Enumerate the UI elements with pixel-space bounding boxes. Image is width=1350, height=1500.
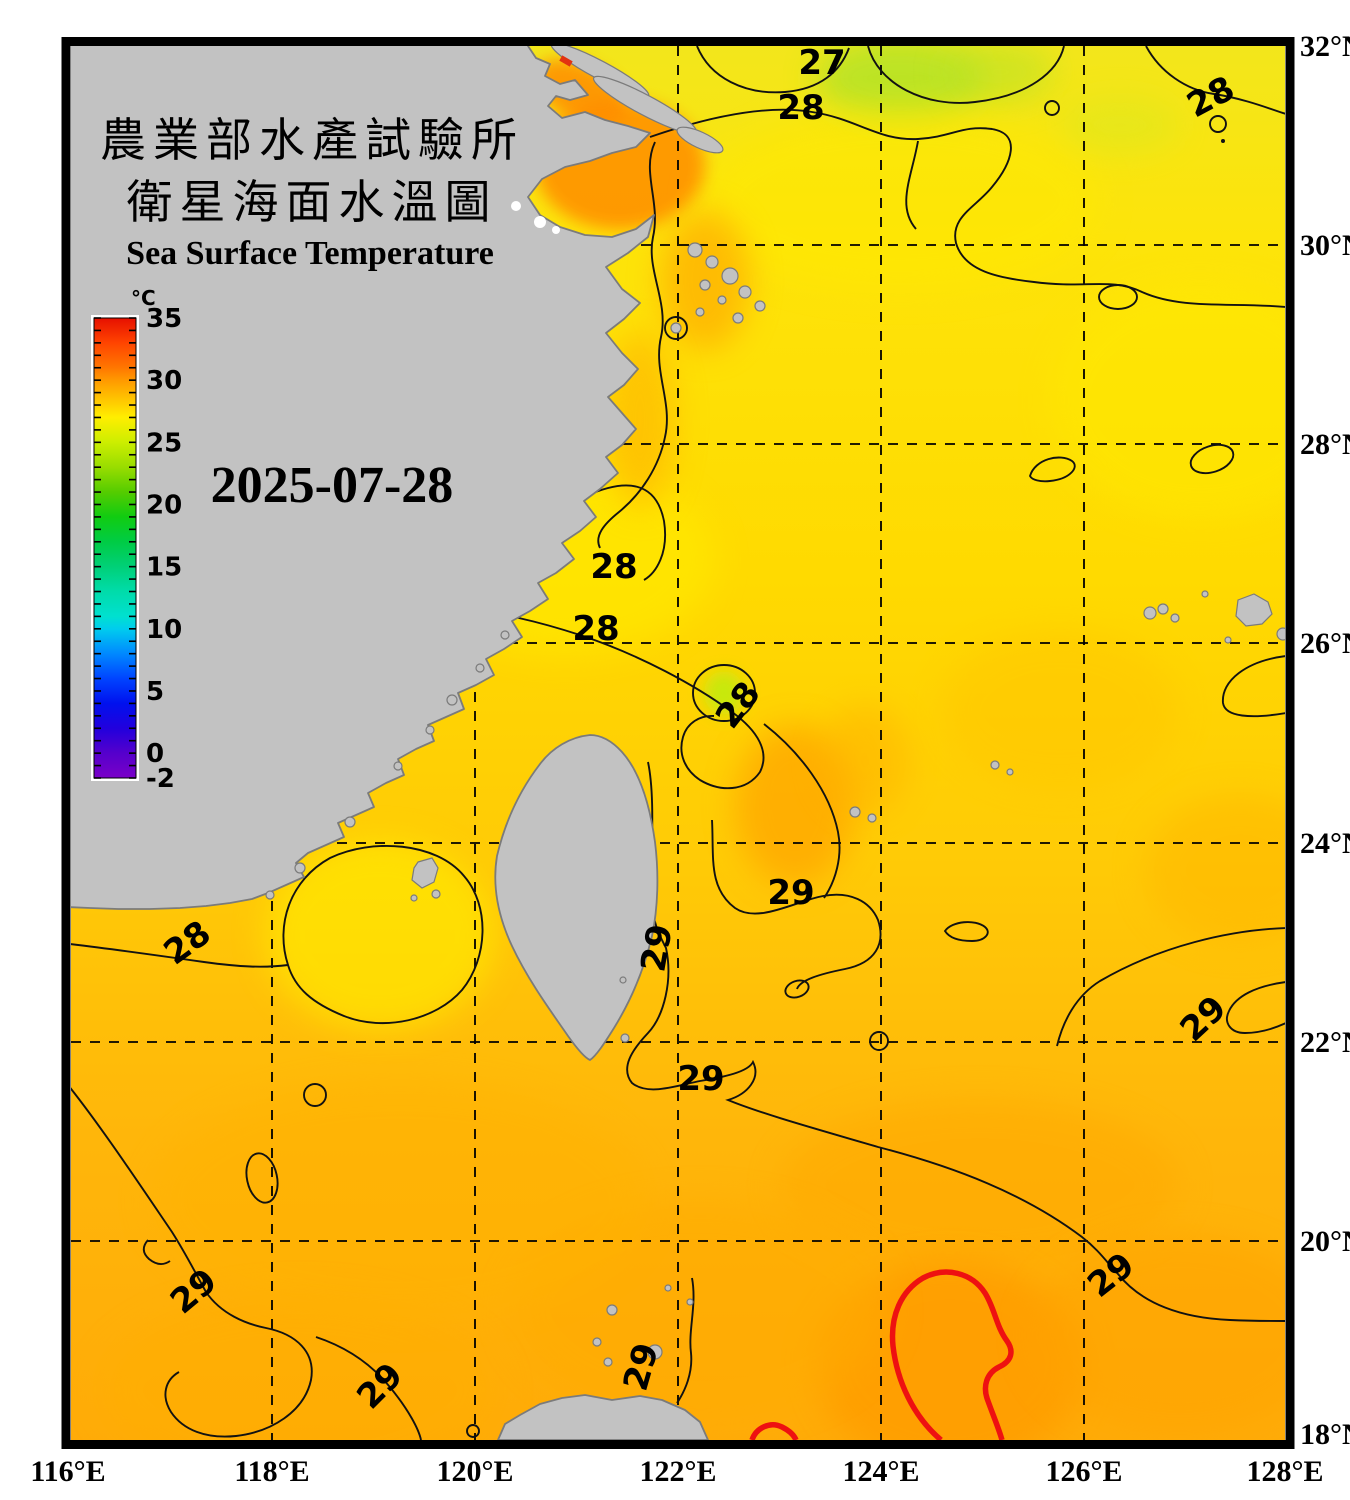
- colorbar-tick-label: 15: [146, 553, 182, 583]
- lon-tick-label: 124°E: [842, 1455, 919, 1488]
- lon-tick-label: 116°E: [30, 1455, 105, 1488]
- title-en: Sea Surface Temperature: [126, 235, 494, 272]
- taiwan-island: [494, 734, 659, 1061]
- title-zh-line1: 農業部水產試驗所: [100, 115, 524, 166]
- longitude-axis: 116°E 118°E 120°E 122°E 124°E 126°E 128°…: [30, 1455, 1323, 1488]
- lat-tick-label: 22°N: [1300, 1026, 1350, 1059]
- graticule: [71, 46, 1285, 1440]
- luzon-island: [497, 1394, 709, 1440]
- colorbar-tick-label: 20: [146, 490, 182, 520]
- title-zh-line2: 衛星海面水溫圖: [127, 177, 498, 228]
- colorbar-tick-label: 25: [146, 428, 182, 458]
- lat-tick-label: 18°N: [1300, 1418, 1350, 1451]
- map-header: 農業部水產試驗所 衛星海面水溫圖 Sea Surface Temperature…: [100, 115, 524, 514]
- lon-tick-label: 122°E: [639, 1455, 716, 1488]
- lon-tick-label: 126°E: [1045, 1455, 1122, 1488]
- lat-tick-label: 26°N: [1300, 627, 1350, 660]
- isotherm-label: 29: [633, 921, 681, 975]
- map-date: 2025-07-28: [211, 457, 454, 514]
- nodata-spots: [511, 201, 560, 234]
- china-mainland: [71, 46, 655, 910]
- isotherm-red-30: [749, 1269, 1014, 1440]
- landmasses: [71, 46, 1285, 1440]
- fujian-coastal-islets: [265, 630, 510, 900]
- colorbar-tick-label: 0: [146, 739, 164, 769]
- isotherms-black: [71, 46, 1285, 1440]
- colorbar-unit: °C: [131, 286, 156, 310]
- colorbar-gradient: [93, 317, 137, 779]
- colorbar: °C 35 30 25 20 15 10 5 0-2: [91, 286, 182, 794]
- isotherm-label: 29: [767, 873, 814, 913]
- colorbar-tick-label: 10: [146, 615, 182, 645]
- lon-tick-label: 118°E: [234, 1455, 309, 1488]
- lat-tick-label: 24°N: [1300, 827, 1350, 860]
- lon-tick-label: 120°E: [436, 1455, 513, 1488]
- zhoushan-islands: [670, 242, 766, 334]
- yangtze-island: [676, 126, 724, 154]
- isotherm-label: 29: [677, 1059, 724, 1099]
- map-frame: [61, 37, 1295, 1449]
- latitude-axis: 32°N 30°N 28°N 26°N 24°N 22°N 20°N 18°N: [1300, 30, 1350, 1451]
- lat-tick-label: 30°N: [1300, 229, 1350, 262]
- hot-spot: [559, 55, 573, 67]
- babuyan-islands: [592, 1284, 694, 1367]
- east-taiwan-islets: [619, 976, 630, 1043]
- lat-tick-label: 28°N: [1300, 428, 1350, 461]
- lat-tick-label: 20°N: [1300, 1225, 1350, 1258]
- colorbar-tick-label: 5: [146, 677, 164, 707]
- penghu-islands: [410, 857, 441, 902]
- isotherm-label: 27: [798, 43, 845, 83]
- isotherm-label: 28: [777, 88, 824, 128]
- lat-tick-label: 32°N: [1300, 30, 1350, 63]
- colorbar-tick-label: -2: [146, 764, 175, 794]
- ryukyu-islands: [849, 590, 1285, 823]
- isotherm-label: 28: [572, 609, 619, 649]
- colorbar-ticks: 35 30 25 20 15 10 5 0-2: [94, 304, 182, 794]
- map-canvas: 27 28 28 28 28 28 28 29 29 29 29 29 29 2…: [71, 43, 1285, 1440]
- colorbar-tick-label: 30: [146, 366, 182, 396]
- colorbar-tick-label: 35: [146, 304, 182, 334]
- isotherm-label: 28: [590, 547, 637, 587]
- lon-tick-label: 128°E: [1246, 1455, 1323, 1488]
